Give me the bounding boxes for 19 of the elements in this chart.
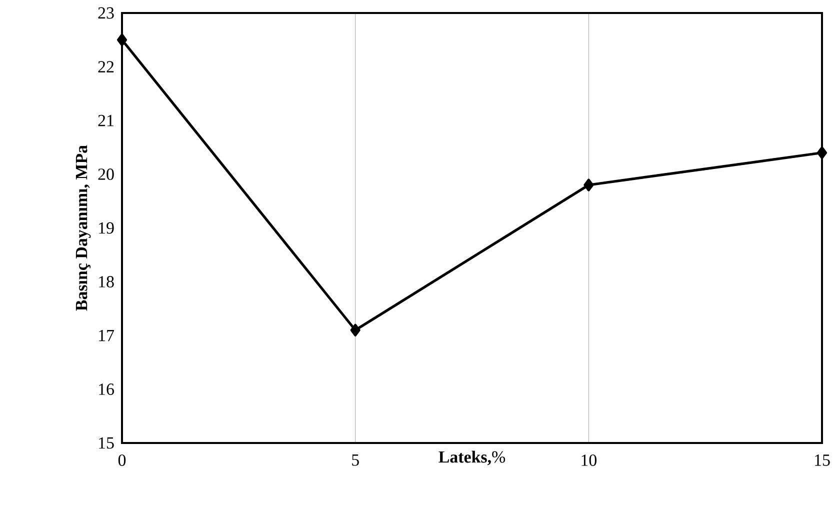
y-tick-label: 15 [99,437,114,449]
y-tick-label: 22 [98,61,114,72]
x-tick-label: 15 [815,454,830,466]
y-tick-label: 16 [99,384,114,395]
x-axis-title: Lateks,% [438,450,506,466]
point [816,146,828,160]
x-tick-label: 5 [352,454,359,466]
y-tick-label: 19 [99,222,114,234]
y-tick-label: 17 [99,330,114,342]
y-tick-label: 23 [98,7,114,19]
point [350,324,360,336]
x-tick-label: 0 [118,454,126,466]
x-tick-label: 10 [582,454,596,466]
y-tick-label: 21 [98,114,114,126]
y-tick-label: 20 [98,168,114,180]
y-tick-label: 18 [99,276,114,288]
point [584,178,594,192]
y-axis-title: Basınç Dayanımı, MPa [76,145,91,311]
point [116,34,128,46]
